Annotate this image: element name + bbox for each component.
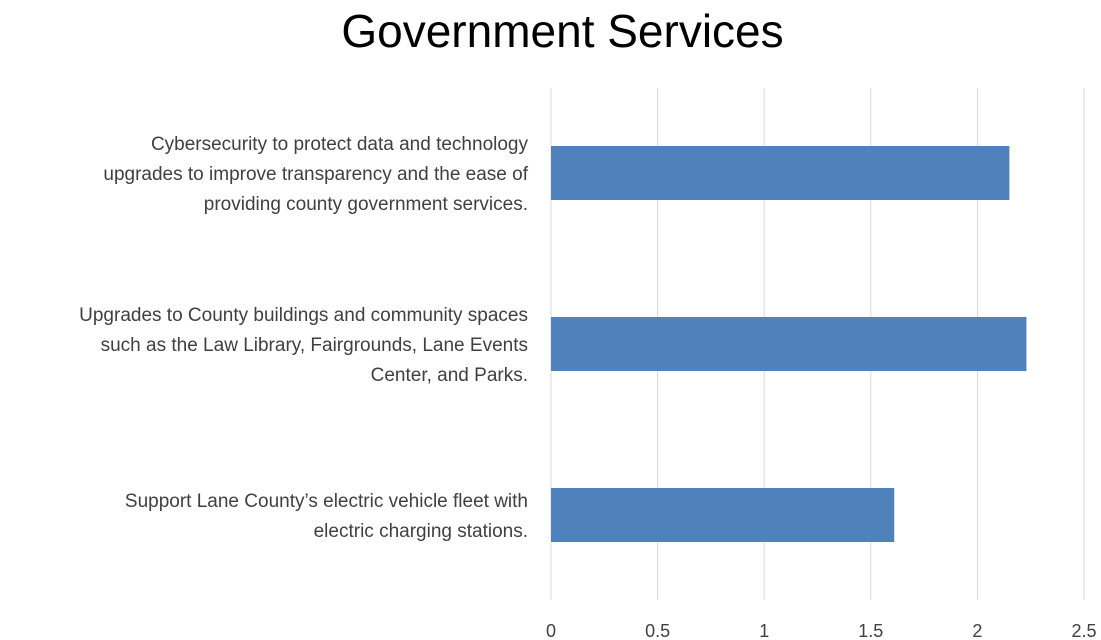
- x-tick-label: 2: [972, 621, 982, 640]
- bar: [551, 146, 1010, 200]
- category-label: upgrades to improve transparency and the…: [103, 164, 528, 185]
- x-tick-label: 0.5: [645, 621, 670, 640]
- x-tick-label: 2.5: [1071, 621, 1096, 640]
- category-label: providing county government services.: [204, 194, 528, 215]
- category-label: Upgrades to County buildings and communi…: [79, 305, 528, 326]
- category-labels: Cybersecurity to protect data and techno…: [79, 134, 529, 542]
- category-label: such as the Law Library, Fairgrounds, La…: [101, 335, 528, 356]
- chart-title: Government Services: [341, 5, 784, 57]
- category-label: Support Lane County’s electric vehicle f…: [125, 491, 528, 512]
- bar: [551, 488, 895, 542]
- category-label: Center, and Parks.: [371, 365, 528, 386]
- x-tick-labels: 0 0.5 1 1.5 2 2.5: [546, 621, 1097, 640]
- x-tick-label: 1.5: [858, 621, 883, 640]
- category-label: electric charging stations.: [314, 521, 528, 542]
- category-label: Cybersecurity to protect data and techno…: [151, 134, 529, 155]
- x-tick-label: 1: [759, 621, 769, 640]
- bars: [551, 146, 1027, 542]
- bar: [551, 317, 1027, 371]
- x-tick-label: 0: [546, 621, 556, 640]
